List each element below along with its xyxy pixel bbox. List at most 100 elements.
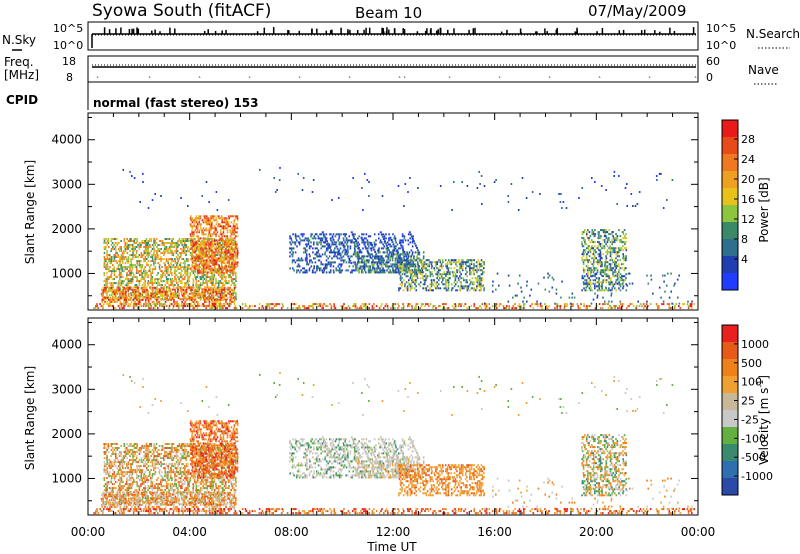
echo-cell (185, 260, 188, 263)
echo-cell (340, 253, 342, 256)
echo-cell (193, 307, 196, 310)
echo-cell (154, 304, 157, 307)
echo-cell (197, 284, 200, 287)
freq-dropout-mark: ˎ (598, 69, 602, 78)
echo-cell (380, 255, 383, 258)
echo-cell (211, 215, 213, 218)
echo-cell (615, 239, 617, 242)
echo-cell (127, 248, 129, 250)
echo-cell (133, 296, 136, 299)
echo-cell (130, 303, 132, 306)
echo-cell (151, 284, 154, 287)
echo-cell (622, 241, 624, 244)
echo-cell (411, 253, 414, 256)
echo-cell (222, 246, 224, 248)
echo-cell (216, 241, 219, 244)
echo-cell (172, 294, 175, 297)
echo-cell (393, 237, 395, 240)
echo-cell (346, 241, 349, 244)
echo-cell (338, 243, 341, 246)
echo-cell (175, 278, 177, 281)
echo-cell (203, 263, 206, 266)
echo-cell (201, 253, 204, 256)
echo-cell (172, 252, 175, 255)
echo-cell (203, 269, 206, 272)
echo-cell (199, 253, 202, 256)
echo-cell (195, 276, 197, 279)
echo-cell (226, 261, 229, 264)
echo-cell (518, 305, 521, 308)
echo-cell (204, 298, 206, 301)
echo-cell (326, 305, 329, 308)
echo-cell (170, 294, 172, 297)
echo-cell (437, 275, 440, 278)
echo-cell (118, 294, 121, 297)
echo-cell (358, 307, 361, 310)
echo-cell (435, 273, 437, 276)
echo-cell (196, 276, 199, 279)
echo-cell (382, 243, 384, 246)
echo-cell (214, 300, 216, 303)
echo-cell (347, 249, 349, 252)
echo-cell (126, 300, 128, 303)
echo-cell (116, 298, 119, 301)
echo-cell (599, 251, 602, 254)
echo-cell (181, 294, 184, 297)
echo-cell (205, 300, 208, 303)
echo-cell (168, 252, 170, 255)
echo-cell (304, 243, 307, 246)
echo-cell (485, 307, 488, 310)
echo-cell (215, 247, 218, 250)
echo-cell (175, 262, 177, 265)
echo-cell (232, 239, 234, 242)
echo-cell (216, 298, 219, 301)
echo-cell (191, 231, 193, 234)
echo-cell (206, 290, 209, 293)
echo-cell (598, 237, 600, 240)
echo-cell (581, 243, 583, 246)
echo-cell (233, 247, 236, 250)
echo-cell (594, 229, 596, 232)
echo-cell (477, 283, 479, 286)
echo-cell (157, 284, 159, 287)
echo-cell (386, 259, 389, 262)
echo-cell (277, 303, 279, 306)
echo-cell (414, 251, 417, 254)
echo-cell (589, 273, 592, 276)
echo-cell (324, 267, 326, 270)
echo-cell (385, 247, 387, 250)
echo-cell (116, 276, 118, 279)
echo-cell (439, 265, 441, 268)
echo-cell (143, 270, 145, 273)
echo-cell (303, 239, 306, 242)
echo-cell (308, 305, 310, 308)
echo-cell (147, 252, 150, 255)
echo-cell (123, 238, 126, 240)
echo-cell (398, 267, 401, 270)
echo-cell (460, 283, 462, 286)
echo-cell (605, 261, 607, 264)
echo-cell (329, 261, 331, 264)
echo-cell (589, 285, 592, 288)
echo-cell (219, 246, 222, 248)
echo-cell (409, 237, 411, 240)
echo-cell (119, 292, 121, 295)
echo-cell (292, 267, 294, 270)
echo-cell (598, 253, 601, 256)
echo-cell (401, 283, 403, 286)
echo-cell (326, 247, 328, 250)
echo-cell (225, 243, 227, 246)
echo-cell (419, 259, 421, 262)
echo-cell (181, 266, 183, 269)
echo-cell (172, 242, 175, 244)
echo-cell (602, 253, 604, 256)
echo-cell (94, 307, 97, 310)
echo-cell (207, 271, 209, 274)
echo-cell (355, 251, 358, 254)
echo-cell (372, 261, 374, 264)
echo-cell (409, 255, 411, 258)
echo-cell (447, 273, 450, 276)
echo-cell (154, 280, 156, 283)
echo-cell (447, 279, 450, 282)
echo-cell (161, 240, 164, 242)
